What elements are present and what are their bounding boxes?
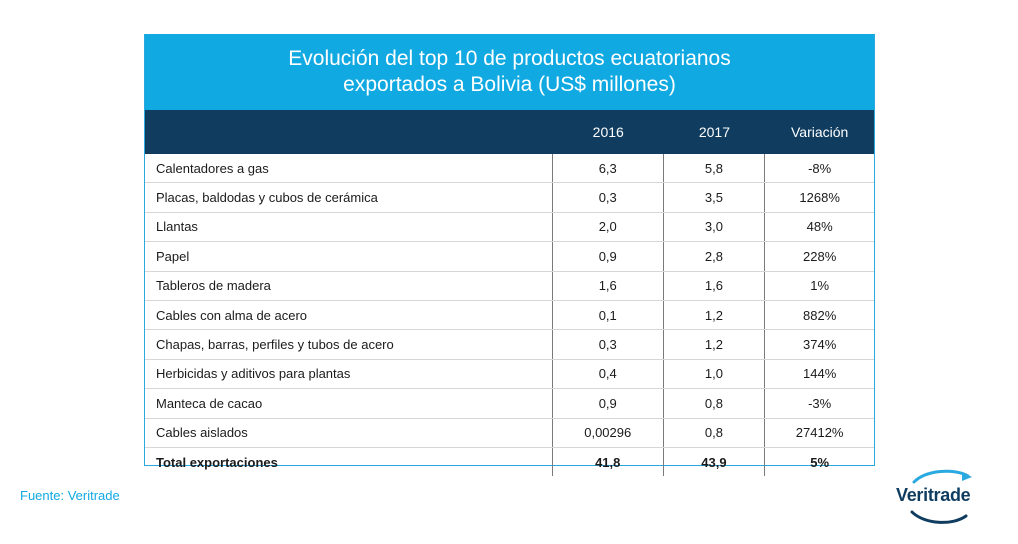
cell-value-2016: 0,1 bbox=[553, 300, 664, 330]
cell-product: Cables con alma de acero bbox=[145, 300, 553, 330]
cell-value-2016: 0,00296 bbox=[553, 418, 664, 447]
cell-value-2017: 5,8 bbox=[664, 154, 766, 183]
table-row: Llantas 2,0 3,0 48% bbox=[145, 211, 874, 242]
cell-value-2016: 0,9 bbox=[553, 242, 664, 271]
cell-variation: 228% bbox=[803, 248, 837, 264]
cell-value-2017: 0,8 bbox=[664, 389, 766, 418]
table-row: Papel 0,9 2,8 228% bbox=[145, 241, 874, 271]
cell-value-2016: 2,0 bbox=[553, 212, 664, 242]
cell-value-2016: 1,6 bbox=[553, 271, 664, 300]
header-2016: 2016 bbox=[592, 124, 624, 140]
header-variation: Variación bbox=[790, 124, 849, 140]
cell-variation: -3% bbox=[808, 395, 832, 411]
cell-value-2016: 0,9 bbox=[553, 389, 664, 418]
table-body: Calentadores a gas 6,3 5,8 -8% Placas, baldo… bbox=[145, 154, 874, 477]
cell-value-2016: 41,8 bbox=[553, 447, 664, 477]
table-row: Placas, baldodas y cubos de cerámica 0,3 3… bbox=[145, 182, 874, 212]
cell-value-2016: 6,3 bbox=[553, 154, 664, 183]
cell-value-2016: 0,4 bbox=[553, 359, 664, 389]
cell-value-2016: 0,3 bbox=[553, 330, 664, 359]
cell-value-2017: 3,0 bbox=[664, 212, 766, 242]
cell-value-2017: 1,2 bbox=[664, 330, 766, 359]
table-row: Cables aislados 0,00296 0,8 27412% bbox=[145, 417, 874, 447]
table-row: Tableros de madera 1,6 1,6 1% bbox=[145, 270, 874, 300]
cell-variation: 144% bbox=[803, 366, 837, 382]
cell-variation: 48% bbox=[806, 219, 833, 235]
cell-value-2017: 1,0 bbox=[664, 359, 766, 389]
cell-value-2016: 0,3 bbox=[553, 183, 664, 212]
cell-product: Total exportaciones bbox=[145, 447, 553, 477]
cell-product: Herbicidas y aditivos para plantas bbox=[145, 359, 553, 389]
total-row: Total exportaciones 41,8 43,9 5% bbox=[145, 446, 874, 477]
table-row: Chapas, barras, perfiles y tubos de acer… bbox=[145, 329, 874, 359]
table-row: Cables con alma de acero 0,1 1,2 882% bbox=[145, 299, 874, 330]
chart-title: Evolución del top 10 de productos ecuato… bbox=[288, 47, 731, 96]
cell-variation: 1% bbox=[810, 278, 830, 294]
cell-variation: 374% bbox=[803, 337, 837, 353]
cell-value-2017: 2,8 bbox=[664, 242, 766, 271]
cell-value-2017: 3,5 bbox=[664, 183, 766, 212]
cell-variation: 5% bbox=[810, 454, 830, 470]
title-band: Evolución del top 10 de productos ecuato… bbox=[145, 34, 874, 110]
cell-product: Cables aislados bbox=[145, 418, 553, 447]
cell-product: Calentadores a gas bbox=[145, 154, 553, 183]
cell-product: Manteca de cacao bbox=[145, 389, 553, 418]
table-row: Manteca de cacao 0,9 0,8 -3% bbox=[145, 388, 874, 418]
cell-product: Llantas bbox=[145, 212, 553, 242]
cell-value-2017: 1,2 bbox=[664, 300, 766, 330]
cell-value-2017: 0,8 bbox=[664, 418, 766, 447]
table-header: 2016 2017 Variación bbox=[145, 110, 874, 154]
cell-value-2017: 1,6 bbox=[664, 271, 766, 300]
cell-product: Papel bbox=[145, 242, 553, 271]
source-note: Fuente: Veritrade bbox=[20, 488, 120, 503]
cell-product: Placas, baldodas y cubos de cerámica bbox=[145, 183, 553, 212]
cell-variation: 1268% bbox=[799, 190, 840, 206]
cell-variation: -8% bbox=[808, 160, 832, 176]
logo-swoosh-icon bbox=[910, 469, 972, 524]
table-row: Herbicidas y aditivos para plantas 0,4 1,0… bbox=[145, 358, 874, 389]
table-row: Calentadores a gas 6,3 5,8 -8% bbox=[145, 154, 874, 183]
logo-text: Veritrade bbox=[896, 485, 971, 505]
header-2017: 2017 bbox=[698, 124, 731, 140]
veritrade-logo: Veritrade bbox=[896, 468, 992, 528]
cell-variation: 882% bbox=[803, 307, 837, 323]
cell-variation: 27412% bbox=[795, 425, 844, 441]
cell-product: Chapas, barras, perfiles y tubos de acer… bbox=[145, 330, 553, 359]
table-card: Evolución del top 10 de productos ecuato… bbox=[144, 34, 875, 477]
cell-value-2017: 43,9 bbox=[664, 447, 766, 477]
cell-product: Tableros de madera bbox=[145, 271, 553, 300]
